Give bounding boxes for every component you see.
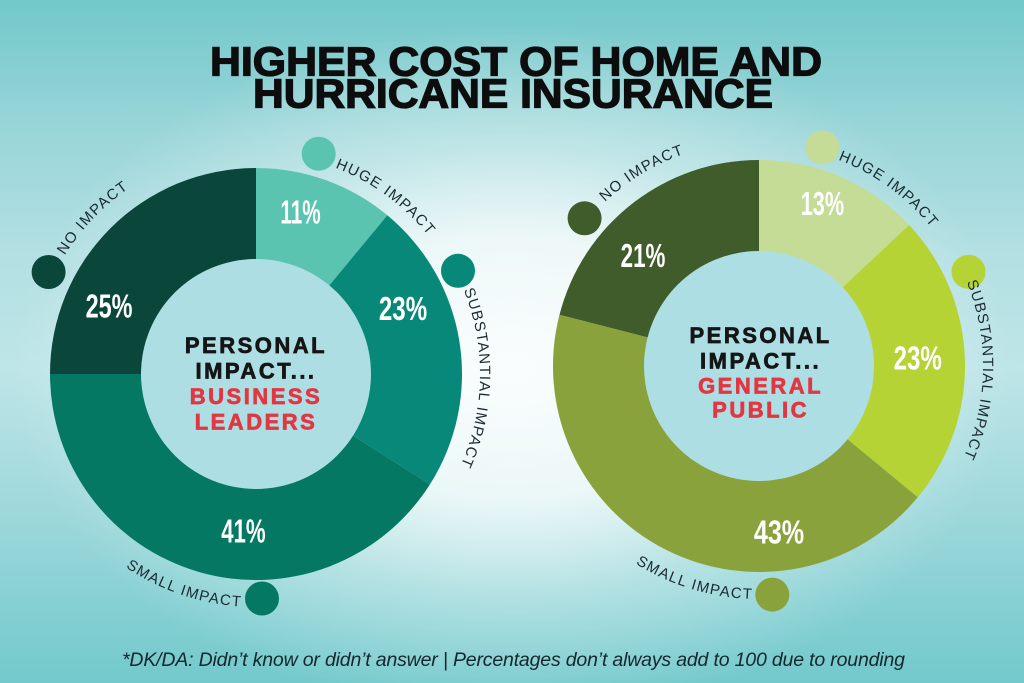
svg-text:PERSONAL: PERSONAL <box>689 323 831 348</box>
svg-text:HURRICANE INSURANCE: HURRICANE INSURANCE <box>253 71 773 117</box>
svg-text:23%: 23% <box>379 291 427 328</box>
svg-text:PERSONAL: PERSONAL <box>185 333 327 358</box>
svg-text:SUBSTANTIAL IMPACT: SUBSTANTIAL IMPACT <box>457 285 493 470</box>
svg-text:*DK/DA: Didn’t know or didn’t: *DK/DA: Didn’t know or didn’t answer | P… <box>122 649 905 671</box>
svg-text:23%: 23% <box>894 341 942 378</box>
svg-text:43%: 43% <box>754 514 804 551</box>
svg-text:GENERAL: GENERAL <box>698 374 823 399</box>
svg-text:IMPACT...: IMPACT... <box>195 359 316 384</box>
svg-text:BUSINESS: BUSINESS <box>190 384 322 409</box>
svg-text:IMPACT...: IMPACT... <box>700 349 821 374</box>
svg-text:41%: 41% <box>221 513 265 549</box>
svg-text:HIGHER COST OF HOME AND: HIGHER COST OF HOME AND <box>210 39 822 85</box>
svg-text:SUBSTANTIAL IMPACT: SUBSTANTIAL IMPACT <box>960 277 996 462</box>
svg-text:21%: 21% <box>621 237 666 274</box>
svg-text:25%: 25% <box>86 289 133 326</box>
svg-text:13%: 13% <box>801 186 844 223</box>
svg-text:PUBLIC: PUBLIC <box>712 397 809 422</box>
svg-text:11%: 11% <box>280 193 320 230</box>
svg-text:LEADERS: LEADERS <box>195 409 318 434</box>
